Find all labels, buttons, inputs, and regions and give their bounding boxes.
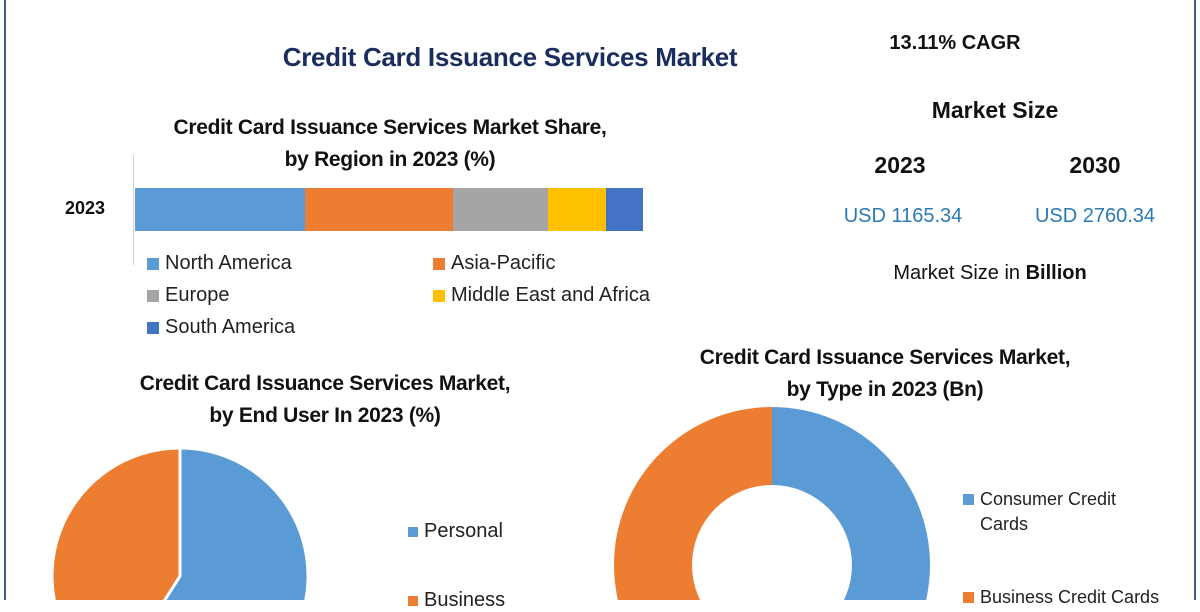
legend-label: Asia-Pacific [451, 252, 556, 274]
legend-label: Consumer Credit [980, 489, 1117, 509]
pie-slice-business [50, 446, 182, 600]
legend-middle-east-africa: Middle East and Africa [433, 284, 650, 307]
unit-bold: Billion [1025, 262, 1087, 284]
region-stacked-bar [135, 188, 643, 231]
legend-label: North America [165, 252, 292, 274]
bar-segment-south-america [605, 188, 643, 231]
year-end-label: 2030 [1069, 152, 1121, 178]
enduser-pie-chart [50, 446, 310, 600]
legend-label-continued: Cards [980, 514, 1029, 534]
pie-slice-personal [162, 446, 310, 600]
enduser-chart-title: Credit Card Issuance Services Market, by… [60, 368, 590, 432]
bar-y-axis [133, 155, 134, 265]
bar-segment-asia-pacific [305, 188, 453, 231]
pie-slice-business-credit-cards [614, 407, 772, 600]
cagr-value: 13.11% CAGR [889, 32, 1021, 54]
enduser-title-line1: Credit Card Issuance Services Market, [139, 372, 511, 395]
legend-label: Middle East and Africa [451, 284, 650, 306]
market-size-end-value: USD 2760.34 [1034, 205, 1156, 227]
page-title: Credit Card Issuance Services Market [282, 42, 738, 72]
bar-segment-north-america [135, 188, 306, 231]
legend-personal: Personal [408, 520, 503, 543]
type-title-line1: Credit Card Issuance Services Market, [699, 346, 1071, 369]
legend-swatch-icon [147, 289, 159, 302]
frame-left-border [4, 0, 6, 600]
legend-swatch-icon [408, 526, 418, 537]
legend-label: Europe [165, 284, 230, 306]
legend-swatch-icon [147, 321, 159, 334]
legend-europe: Europe [147, 284, 230, 307]
market-size-start-value: USD 1165.34 [843, 205, 963, 227]
legend-consumer-credit-cards: Consumer Credit Cards [963, 487, 1116, 537]
enduser-title-line2: by End User In 2023 (%) [209, 404, 441, 427]
market-size-unit: Market Size in Billion [840, 262, 1140, 285]
legend-asia-pacific: Asia-Pacific [433, 252, 555, 275]
legend-swatch-icon [408, 595, 418, 606]
legend-label: Business Credit Cards [980, 587, 1160, 607]
bar-segment-europe [452, 188, 548, 231]
type-donut-chart [614, 407, 930, 600]
unit-prefix: Market Size in [893, 262, 1026, 284]
pie-slice-consumer-credit-cards [772, 407, 930, 600]
type-chart-title: Credit Card Issuance Services Market, by… [620, 342, 1150, 406]
legend-south-america: South America [147, 316, 295, 339]
legend-swatch-icon [147, 257, 159, 270]
type-title-line2: by Type in 2023 (Bn) [786, 378, 984, 401]
legend-label: South America [165, 316, 296, 338]
region-title-line2: by Region in 2023 (%) [284, 148, 496, 171]
region-chart-title: Credit Card Issuance Services Market Sha… [110, 112, 670, 176]
legend-label: Personal [424, 520, 503, 542]
bar-category-label: 2023 [64, 198, 106, 218]
legend-swatch-icon [433, 257, 445, 270]
legend-business: Business [408, 589, 505, 612]
legend-business-credit-cards: Business Credit Cards [963, 587, 1159, 608]
bar-segment-middle-east-africa [547, 188, 606, 231]
year-start-label: 2023 [874, 152, 926, 178]
legend-label: Business [424, 589, 506, 611]
market-size-title: Market Size [931, 97, 1059, 123]
legend-swatch-icon [433, 289, 445, 302]
legend-north-america: North America [147, 252, 292, 275]
frame-right-border [1194, 0, 1196, 600]
region-title-line1: Credit Card Issuance Services Market Sha… [173, 116, 607, 139]
legend-swatch-icon [963, 494, 974, 505]
legend-swatch-icon [963, 592, 974, 603]
